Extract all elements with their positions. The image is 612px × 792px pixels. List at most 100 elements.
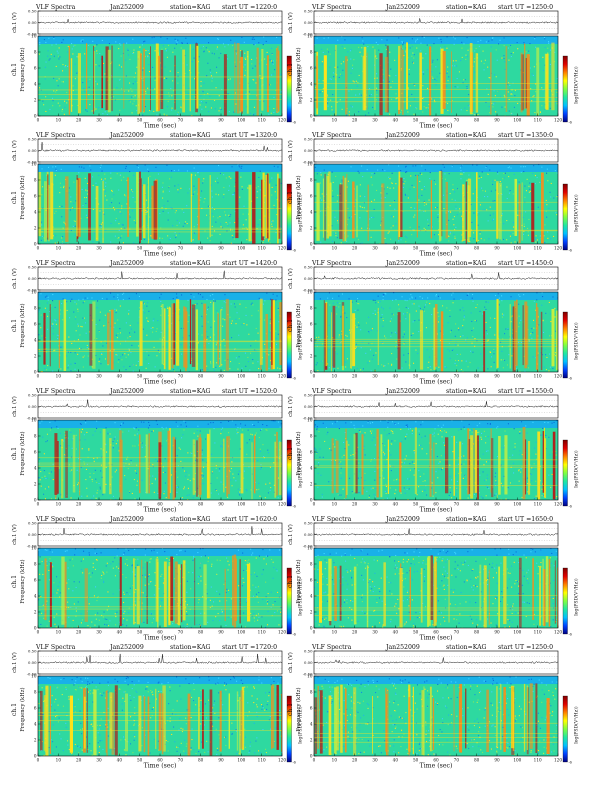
speckle [205,438,207,440]
burst [261,49,264,111]
speckle [194,174,196,176]
speckle [348,111,350,113]
speckle [181,42,183,44]
speckle [373,494,375,496]
speckle [391,313,393,315]
speckle [136,164,138,166]
speckle [117,361,119,363]
speckle [319,456,321,458]
speckle [239,111,241,113]
speckle [147,445,149,447]
speckle [394,200,396,202]
spectrogram [314,164,558,244]
speckle [98,203,100,205]
burst [467,185,470,243]
speckle [133,427,135,429]
speckle [110,97,112,99]
colorbar-tick-label: -6 [569,505,572,509]
burst [190,173,192,242]
speckle [230,214,232,216]
ts-frame [313,266,559,291]
speckle [409,226,411,228]
speckle [267,492,269,494]
speckle [408,73,410,75]
speckle [418,430,420,432]
xtick-label: 120 [278,118,286,123]
speckle [530,473,532,475]
speckle [531,100,533,102]
speckle [508,176,510,178]
speckle [45,477,47,479]
speckle [70,431,72,433]
speckle [208,111,210,113]
speckle [409,463,411,465]
speckle [187,478,189,480]
spectrogram [38,36,282,116]
burst [189,44,191,112]
speckle [47,328,49,330]
speckle [115,334,117,336]
speckle [487,436,489,438]
speckle [385,464,387,466]
speckle [45,61,47,63]
speckle [375,496,377,498]
speckle [59,206,61,208]
speckle [99,486,101,488]
speckle [125,478,127,480]
speckle [520,171,522,173]
speckle [200,80,202,82]
burst [451,51,452,113]
speckle [368,495,370,497]
xtick-label: 60 [433,246,439,251]
speckle [64,106,66,108]
speckle [222,325,224,327]
speckle [211,471,213,473]
speckle [47,50,49,52]
speckle [317,370,319,372]
speckle [174,235,176,237]
speckle [513,173,515,175]
speckle [80,466,82,468]
speckle [321,115,323,116]
speckle [349,50,351,52]
spec-ytick-label: 10 [31,418,37,423]
speckle [341,330,343,332]
speckle [59,56,61,58]
speckle [433,99,435,101]
speckle [46,302,48,304]
speckle [195,233,197,235]
speckle [89,78,91,80]
speckle [475,320,477,322]
ts-ytick-label: 0.00 [28,20,37,25]
speckle [457,344,459,346]
speckle [317,472,319,474]
speckle [345,499,347,500]
speckle [413,186,415,188]
speckle [531,328,533,330]
burst [139,171,141,244]
speckle [227,93,229,95]
speckle [182,337,184,339]
speckle [495,295,497,297]
speckle [192,497,194,499]
speckle [507,487,509,489]
speckle [172,298,174,300]
speckle [123,366,125,368]
speckle [395,341,397,343]
speckle [105,466,107,468]
speckle [128,309,130,311]
speckle [518,470,520,472]
speckle [145,213,147,215]
speckle [364,196,366,198]
speckle [379,312,381,314]
burst [473,428,475,494]
burst [323,300,325,372]
speckle [496,59,498,61]
speckle [365,114,367,116]
speckle [114,235,116,237]
speckle [519,450,521,452]
burst [398,171,401,237]
speckle [482,497,484,499]
speckle [513,448,515,450]
speckle [343,454,345,456]
